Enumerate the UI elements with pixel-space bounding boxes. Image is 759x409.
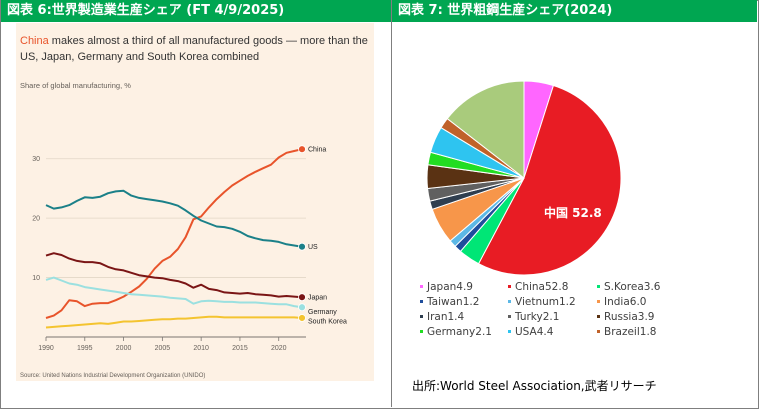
steel-share-pie-chart: 中国 52.8 Japan4.9 China52.8 S.Korea3.6 Taiwa… <box>420 80 661 338</box>
legend-label: Germany2.1 <box>427 326 492 338</box>
right-source-note: 出所:World Steel Association,武者リサーチ <box>412 379 657 393</box>
legend-label: Vietnum1.2 <box>515 296 576 308</box>
legend-label: China52.8 <box>515 281 568 293</box>
series-labels: China US Japan Germany South Korea <box>308 147 347 326</box>
legend-label: Russia3.9 <box>604 311 654 323</box>
pie-center-label: 中国 52.8 <box>544 205 602 220</box>
left-panel-title: 図表 6:世界製造業生産シェア (FT 4/9/2025) <box>1 0 391 22</box>
x-tick-label: 2010 <box>193 345 209 352</box>
legend-swatch <box>420 300 423 303</box>
chart-title-highlight: China <box>20 35 50 47</box>
x-tick-label: 2020 <box>271 345 287 352</box>
legend-label: Brazeil1.8 <box>604 326 656 338</box>
series-end-point <box>298 242 306 251</box>
series-label: US <box>308 244 318 251</box>
legend-label: Japan4.9 <box>426 281 473 293</box>
legend-swatch <box>597 330 600 333</box>
x-tick-labels: 1990 1995 2000 2005 2010 2015 2020 <box>38 345 286 352</box>
series-line-south-korea <box>45 315 303 329</box>
pie-slice-china <box>477 84 622 276</box>
y-tick-labels: 10 20 30 <box>32 156 40 282</box>
legend-swatch <box>420 330 423 333</box>
chart-title-rest: makes almost a third of all manufactured… <box>49 35 368 47</box>
legend-swatch <box>597 315 600 318</box>
legend-label: India6.0 <box>604 296 646 308</box>
legend-label: Turky2.1 <box>514 311 559 323</box>
legend-swatch <box>597 300 600 303</box>
legend-swatch <box>420 285 423 288</box>
series-end-point <box>298 314 306 322</box>
legend-label: Taiwan1.2 <box>426 296 479 308</box>
series-label: Germany <box>308 309 337 316</box>
legend-swatch <box>597 285 600 288</box>
chart-subtitle: Share of global manufacturing, % <box>20 81 131 90</box>
series-lines <box>45 145 306 329</box>
legend-swatch <box>508 285 511 288</box>
manufacturing-share-line-chart: China makes almost a third of all manufa… <box>16 23 374 381</box>
legend-swatch <box>508 315 511 318</box>
series-end-point <box>298 145 306 154</box>
series-label: South Korea <box>308 318 347 325</box>
chart-background <box>16 23 374 381</box>
y-tick-label: 30 <box>32 156 40 163</box>
y-tick-label: 20 <box>32 216 40 223</box>
series-label: Japan <box>308 295 327 302</box>
x-tick-label: 2005 <box>155 345 171 352</box>
series-line-germany <box>45 276 303 309</box>
series-end-point <box>298 293 306 302</box>
x-tick-label: 1990 <box>38 345 54 352</box>
right-panel-title: 図表 7: 世界粗鋼生産シェア(2024) <box>392 0 757 22</box>
chart-title-line-2: US, Japan, Germany and South Korea combi… <box>20 51 259 63</box>
legend-swatch <box>508 330 511 333</box>
series-end-point <box>298 303 306 312</box>
series-line-japan <box>45 252 303 299</box>
pie-slices <box>426 80 622 276</box>
x-tick-label: 1995 <box>77 345 93 352</box>
legend-label: S.Korea3.6 <box>604 281 661 293</box>
chart-source: Source: United Nations Industrial Develo… <box>20 373 205 379</box>
pie-legend: Japan4.9 China52.8 S.Korea3.6 Taiwan1.2 Viet… <box>420 281 661 338</box>
legend-label: Iran1.4 <box>427 311 465 323</box>
pie-slice-other <box>446 80 525 180</box>
series-line-us <box>45 189 303 248</box>
legend-swatch <box>508 300 511 303</box>
y-tick-label: 10 <box>32 275 40 282</box>
panel-divider <box>391 0 392 407</box>
series-label: China <box>308 147 326 154</box>
x-tick-label: 2015 <box>232 345 248 352</box>
chart-title-line-1: China makes almost a third of all manufa… <box>20 35 368 47</box>
legend-label: USA4.4 <box>515 326 554 338</box>
x-tick-label: 2000 <box>116 345 132 352</box>
legend-swatch <box>420 315 423 318</box>
gridlines <box>45 158 306 341</box>
series-line-china <box>45 148 303 319</box>
